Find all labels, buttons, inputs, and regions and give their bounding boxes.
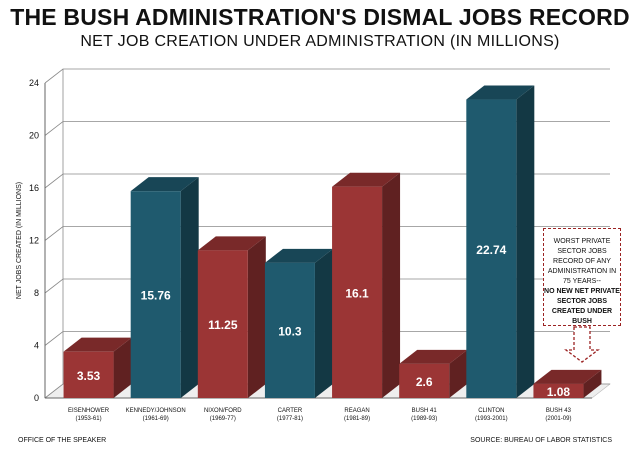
data-label-eisenhower: 3.53 xyxy=(77,369,101,383)
x-tick-years-reagan: (1981-89) xyxy=(344,416,370,422)
footer-source: SOURCE: BUREAU OF LABOR STATISTICS xyxy=(470,437,612,444)
data-label-reagan: 16.1 xyxy=(345,286,369,300)
data-label-kennedy-johnson: 15.76 xyxy=(141,289,171,303)
y-tick-label: 12 xyxy=(29,236,39,246)
bar-side-kennedy-johnson xyxy=(180,177,199,398)
x-tick-label-kennedy-johnson: KENNEDY/JOHNSON xyxy=(126,408,186,414)
x-tick-years-nixon-ford: (1969-77) xyxy=(210,416,236,422)
x-tick-label-reagan: REAGAN xyxy=(344,408,369,414)
x-tick-label-nixon-ford: NIXON/FORD xyxy=(204,408,242,414)
x-tick-years-bush-43: (2001-09) xyxy=(545,416,571,422)
data-label-bush-43: 1.08 xyxy=(547,385,571,399)
bar-side-clinton xyxy=(516,85,535,398)
x-tick-label-carter: CARTER xyxy=(278,408,303,414)
bar-top-bush-43 xyxy=(533,369,602,384)
footer-credit: OFFICE OF THE SPEAKER xyxy=(18,437,107,444)
bar-eisenhower xyxy=(63,351,114,398)
x-tick-label-eisenhower: EISENHOWER xyxy=(68,408,110,414)
bar-top-kennedy-johnson xyxy=(130,177,199,192)
annotation-text: WORST PRIVATE SECTOR JOBS RECORD OF ANY … xyxy=(547,238,617,285)
y-tick-label: 20 xyxy=(29,131,39,141)
bar-carter xyxy=(264,262,315,398)
data-label-bush-41: 2.6 xyxy=(416,375,433,389)
bar-top-carter xyxy=(264,248,333,263)
data-label-clinton: 22.74 xyxy=(476,243,506,257)
bar-side-bush-41 xyxy=(449,349,468,398)
chart-subtitle: NET JOB CREATION UNDER ADMINISTRATION (I… xyxy=(80,33,560,50)
y-tick-label: 16 xyxy=(29,183,39,193)
x-tick-years-clinton: (1993-2001) xyxy=(475,416,508,422)
bar-side-carter xyxy=(314,248,333,398)
x-tick-years-kennedy-johnson: (1961-69) xyxy=(143,416,169,422)
bar-side-bush-43 xyxy=(583,369,602,398)
x-tick-label-clinton: CLINTON xyxy=(478,408,504,414)
y-tick-label: 4 xyxy=(34,341,39,351)
bar-bush-41 xyxy=(399,363,450,398)
x-tick-years-carter: (1977-81) xyxy=(277,416,303,422)
annotation-arrow xyxy=(564,326,600,363)
x-tick-years-eisenhower: (1953-61) xyxy=(76,416,102,422)
y-tick-label: 0 xyxy=(34,393,39,403)
bar-top-reagan xyxy=(332,172,401,187)
annotation-box: WORST PRIVATE SECTOR JOBS RECORD OF ANY … xyxy=(543,228,621,326)
bar-side-reagan xyxy=(382,172,401,398)
bar-side-nixon-ford xyxy=(247,236,266,398)
bar-bush-43 xyxy=(533,383,584,398)
annotation-emphasis: NO NEW NET PRIVATE SECTOR JOBS CREATED U… xyxy=(544,288,620,325)
x-tick-years-bush-41: (1989-93) xyxy=(411,416,437,422)
gridline xyxy=(44,68,610,84)
bar-side-eisenhower xyxy=(113,337,132,398)
data-label-carter: 10.3 xyxy=(278,324,302,338)
bar-top-clinton xyxy=(466,85,535,100)
x-tick-label-bush-43: BUSH 43 xyxy=(546,408,572,414)
bar-top-bush-41 xyxy=(399,349,468,364)
bar-top-nixon-ford xyxy=(197,236,266,251)
y-tick-label: 24 xyxy=(29,78,39,88)
bar-clinton xyxy=(466,99,517,398)
chart-title: THE BUSH ADMINISTRATION'S DISMAL JOBS RE… xyxy=(10,4,630,30)
bar-reagan xyxy=(332,186,383,398)
x-tick-label-bush-41: BUSH 41 xyxy=(412,408,438,414)
bar-nixon-ford xyxy=(197,250,248,398)
data-label-nixon-ford: 11.25 xyxy=(208,318,238,332)
y-tick-label: 8 xyxy=(34,288,39,298)
bar-top-eisenhower xyxy=(63,337,132,352)
bar-kennedy-johnson xyxy=(130,191,181,398)
y-axis-label: NET JOBS CREATED (IN MILLIONS) xyxy=(16,182,23,299)
